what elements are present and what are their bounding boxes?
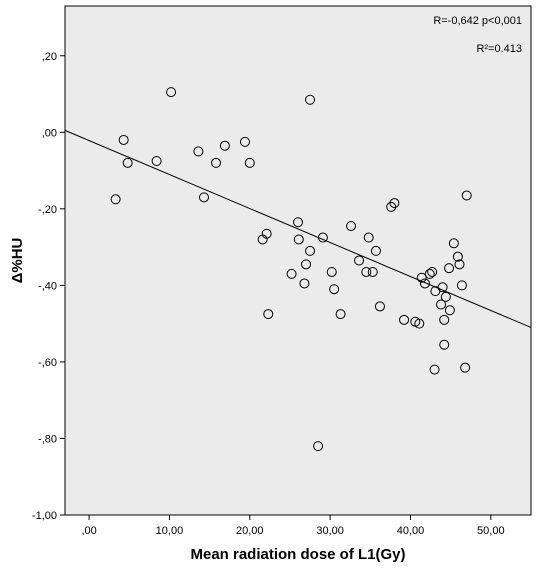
data-point [244,157,255,168]
data-point [151,155,162,166]
data-point [317,232,328,243]
data-point [122,157,133,168]
data-point [416,272,427,283]
correlation-annotation: R=-0,642 p<0,001 [433,15,522,27]
data-point [299,278,310,289]
data-point [414,318,425,329]
data-point [305,245,316,256]
data-point [354,255,365,266]
data-point [305,94,316,105]
data-point [293,234,304,245]
data-point [429,364,440,375]
data-point [118,134,129,145]
data-point [444,263,455,274]
data-point [198,192,209,203]
y-tick-label: -,60 [38,357,57,369]
data-point [439,314,450,325]
data-point [211,157,222,168]
y-tick-label: -,80 [38,433,57,445]
plot-frame [64,5,532,516]
x-tick-label: 10,00 [156,525,184,537]
data-point [346,221,357,232]
data-point [386,201,397,212]
y-tick-label: -,40 [38,280,57,292]
data-point [367,266,378,277]
y-tick-label: ,00 [42,127,57,139]
data-point [437,282,448,293]
data-point [456,280,467,291]
data-point [374,301,385,312]
data-point [363,232,374,243]
data-point [239,136,250,147]
x-tick-label: ,00 [81,525,96,537]
y-axis-title: Δ%HU [9,238,26,284]
y-tick-label: ,20 [42,51,57,63]
data-point [452,251,463,262]
x-tick-label: 20,00 [236,525,264,537]
x-tick-label: 50,00 [477,525,505,537]
data-point [427,266,438,277]
data-point [424,268,435,279]
data-point [166,87,177,98]
data-point [286,268,297,279]
data-point [440,291,451,302]
data-point [361,266,372,277]
data-point [399,314,410,325]
data-point [219,140,230,151]
data-point [389,198,400,209]
data-point [193,146,204,157]
data-point [261,228,272,239]
data-point [419,278,430,289]
data-point [110,194,121,205]
data-point [329,284,340,295]
data-point [263,309,274,320]
y-tick-label: -1,00 [32,510,57,522]
plot-area [65,6,531,515]
data-point [454,259,465,270]
regression-line [64,129,532,328]
r-squared-annotation: R²=0.413 [476,43,522,55]
data-point [439,339,450,350]
data-point [444,305,455,316]
x-tick-label: 40,00 [397,525,425,537]
data-point [448,238,459,249]
data-point [301,259,312,270]
data-point [293,217,303,228]
y-tick-label: -,20 [38,204,57,216]
data-point [335,309,346,320]
data-point [326,266,337,277]
data-point [460,362,471,373]
data-point [436,299,447,310]
data-point [461,190,472,201]
data-point [370,245,381,256]
data-point [313,441,324,452]
x-tick-label: 30,00 [316,525,344,537]
x-axis-title: Mean radiation dose of L1(Gy) [190,546,405,563]
